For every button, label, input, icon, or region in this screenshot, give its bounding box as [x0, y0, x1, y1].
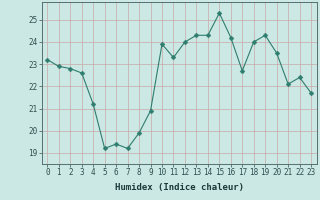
X-axis label: Humidex (Indice chaleur): Humidex (Indice chaleur)	[115, 183, 244, 192]
